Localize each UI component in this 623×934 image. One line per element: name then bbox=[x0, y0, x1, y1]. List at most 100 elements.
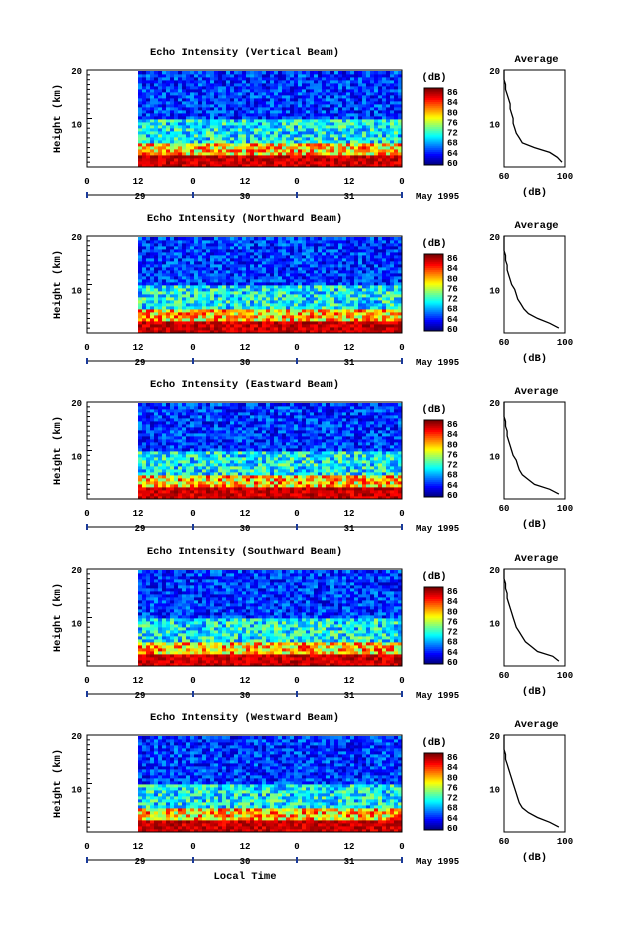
heatmap-cell bbox=[138, 409, 142, 412]
heatmap-cell bbox=[286, 122, 290, 125]
heatmap-cell bbox=[338, 155, 342, 158]
heatmap-cell bbox=[246, 276, 250, 279]
heatmap-cell bbox=[234, 264, 238, 267]
heatmap-cell bbox=[166, 436, 170, 439]
heatmap-cell bbox=[278, 140, 282, 143]
heatmap-cell bbox=[190, 291, 194, 294]
heatmap-cell bbox=[358, 255, 362, 258]
heatmap-cell bbox=[374, 161, 378, 164]
heatmap-cell bbox=[142, 487, 146, 490]
heatmap-cell bbox=[346, 140, 350, 143]
heatmap-cell bbox=[162, 77, 166, 80]
heatmap-cell bbox=[322, 74, 326, 77]
heatmap-cell bbox=[210, 146, 214, 149]
heatmap-cell bbox=[338, 104, 342, 107]
heatmap-cell bbox=[226, 107, 230, 110]
heatmap-cell bbox=[274, 137, 278, 140]
heatmap-cell bbox=[138, 243, 142, 246]
heatmap-cell bbox=[222, 282, 226, 285]
heatmap-cell bbox=[382, 285, 386, 288]
heatmap-cell bbox=[366, 267, 370, 270]
heatmap-cell bbox=[194, 143, 198, 146]
heatmap-cell bbox=[238, 125, 242, 128]
heatmap-cell bbox=[138, 113, 142, 116]
heatmap-cell bbox=[250, 116, 254, 119]
heatmap-cell bbox=[210, 252, 214, 255]
heatmap-cell bbox=[350, 146, 354, 149]
heatmap-cell bbox=[286, 285, 290, 288]
heatmap-cell bbox=[222, 276, 226, 279]
heatmap-cell bbox=[330, 279, 334, 282]
heatmap-cell bbox=[386, 131, 390, 134]
heatmap-cell bbox=[234, 140, 238, 143]
heatmap-cell bbox=[378, 315, 382, 318]
heatmap-cell bbox=[142, 300, 146, 303]
heatmap-cell bbox=[142, 309, 146, 312]
heatmap-cell bbox=[186, 104, 190, 107]
heatmap-cell bbox=[138, 140, 142, 143]
heatmap-cell bbox=[258, 146, 262, 149]
colorbar-tick-label: 76 bbox=[447, 284, 458, 294]
heatmap-cell bbox=[370, 267, 374, 270]
heatmap-cell bbox=[302, 273, 306, 276]
heatmap-cell bbox=[154, 276, 158, 279]
heatmap-cell bbox=[246, 279, 250, 282]
heatmap-cell bbox=[318, 149, 322, 152]
heatmap-cell bbox=[386, 246, 390, 249]
heatmap-cell bbox=[350, 306, 354, 309]
heatmap-cell bbox=[150, 442, 154, 445]
heatmap-cell bbox=[342, 288, 346, 291]
heatmap-cell bbox=[242, 131, 246, 134]
heatmap-cell bbox=[250, 101, 254, 104]
heatmap-cell bbox=[394, 161, 398, 164]
heatmap-cell bbox=[314, 279, 318, 282]
heatmap-cell bbox=[182, 430, 186, 433]
heatmap-cell bbox=[138, 300, 142, 303]
heatmap-cell bbox=[338, 309, 342, 312]
heatmap-cell bbox=[182, 89, 186, 92]
heatmap-cell bbox=[274, 80, 278, 83]
heatmap-cell bbox=[142, 125, 146, 128]
heatmap-cell bbox=[230, 149, 234, 152]
heatmap-cell bbox=[326, 303, 330, 306]
heatmap-cell bbox=[246, 288, 250, 291]
heatmap-cell bbox=[198, 149, 202, 152]
heatmap-cell bbox=[358, 134, 362, 137]
heatmap-cell bbox=[150, 98, 154, 101]
heatmap-cell bbox=[306, 276, 310, 279]
heatmap-cell bbox=[386, 279, 390, 282]
heatmap-cell bbox=[278, 95, 282, 98]
heatmap-cell bbox=[226, 77, 230, 80]
heatmap-cell bbox=[302, 237, 306, 240]
heatmap-cell bbox=[326, 255, 330, 258]
heatmap-cell bbox=[206, 107, 210, 110]
heatmap-cell bbox=[366, 137, 370, 140]
heatmap-cell bbox=[166, 309, 170, 312]
heatmap-cell bbox=[162, 439, 166, 442]
heatmap-cell bbox=[166, 472, 170, 475]
heatmap-cell bbox=[178, 89, 182, 92]
heatmap-cell bbox=[302, 261, 306, 264]
heatmap-cell bbox=[170, 318, 174, 321]
heatmap-cell bbox=[194, 161, 198, 164]
heatmap-cell bbox=[182, 137, 186, 140]
heatmap-cell bbox=[190, 270, 194, 273]
heatmap-cell bbox=[154, 146, 158, 149]
heatmap-cell bbox=[182, 436, 186, 439]
heatmap-cell bbox=[350, 140, 354, 143]
heatmap-cell bbox=[190, 101, 194, 104]
heatmap-cell bbox=[166, 134, 170, 137]
heatmap-cell bbox=[290, 285, 294, 288]
heatmap-cell bbox=[194, 297, 198, 300]
heatmap-cell bbox=[222, 95, 226, 98]
heatmap-cell bbox=[138, 297, 142, 300]
heatmap-cell bbox=[282, 243, 286, 246]
heatmap-cell bbox=[194, 137, 198, 140]
heatmap-cell bbox=[342, 149, 346, 152]
heatmap-cell bbox=[286, 74, 290, 77]
heatmap-cell bbox=[330, 146, 334, 149]
heatmap-cell bbox=[298, 267, 302, 270]
panel-3: Echo Intensity (Eastward Beam)Height (km… bbox=[52, 379, 573, 534]
heatmap-cell bbox=[242, 137, 246, 140]
heatmap-cell bbox=[154, 143, 158, 146]
